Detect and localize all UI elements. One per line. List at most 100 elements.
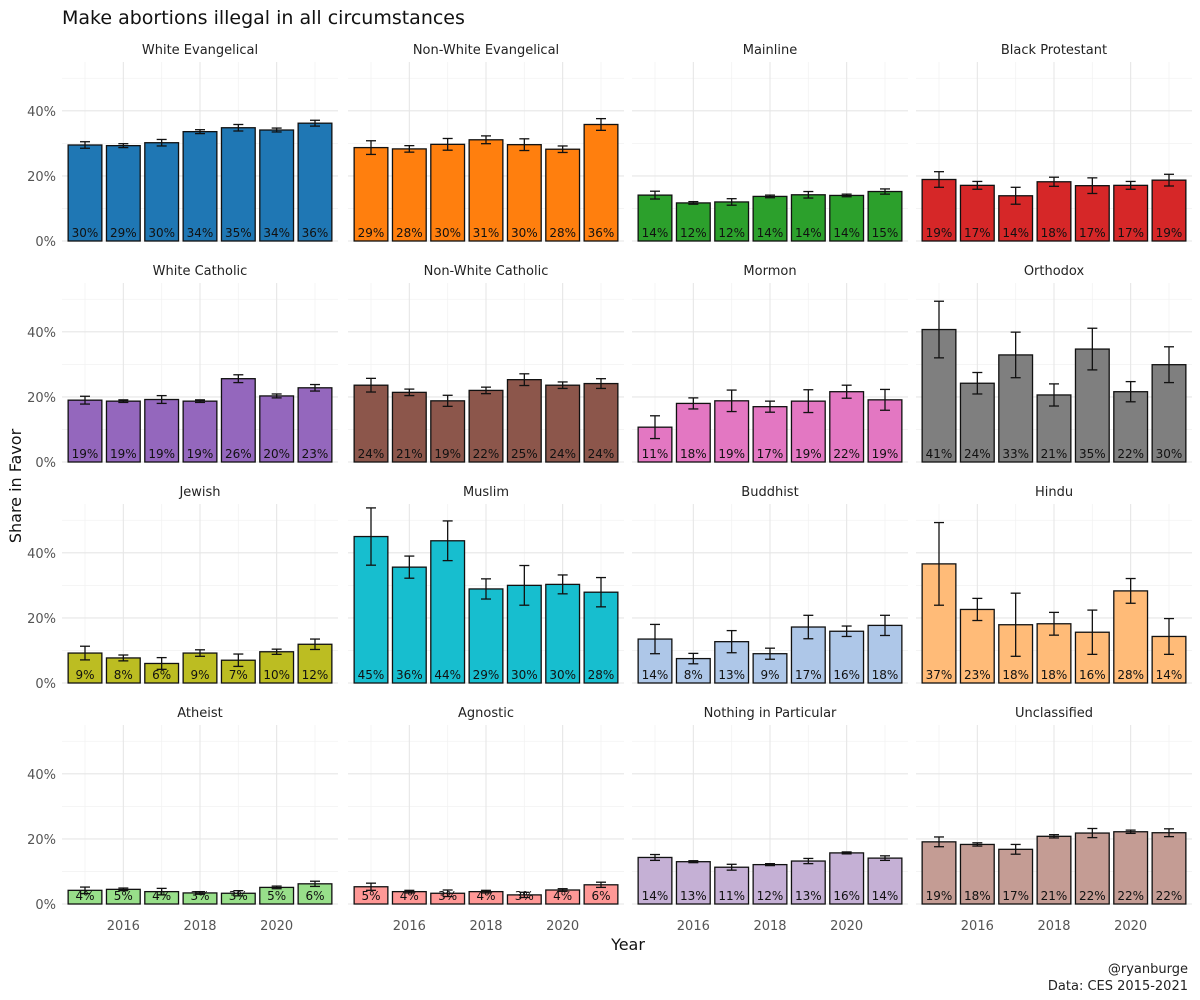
bar xyxy=(430,540,466,684)
bar-data-label: 44% xyxy=(434,668,461,682)
bar-data-label: 25% xyxy=(511,447,538,461)
bar xyxy=(790,860,826,905)
bar-data-label: 28% xyxy=(549,226,576,240)
bar xyxy=(675,202,711,242)
bar-data-label: 35% xyxy=(1079,447,1106,461)
x-tick-label: 2018 xyxy=(469,919,502,934)
bar-data-label: 13% xyxy=(718,668,745,682)
x-tick-label: 2016 xyxy=(107,919,140,934)
bar xyxy=(353,146,389,242)
bar-data-label: 24% xyxy=(588,447,615,461)
bar xyxy=(182,130,218,242)
bar-data-label: 5% xyxy=(114,889,133,903)
bar-data-label: 30% xyxy=(511,668,538,682)
y-tick-label: 0% xyxy=(35,235,56,250)
bar-data-label: 19% xyxy=(926,889,953,903)
bar-data-label: 28% xyxy=(588,668,615,682)
y-tick-label: 20% xyxy=(27,391,56,406)
bar-data-label: 17% xyxy=(757,447,784,461)
chart-title: Make abortions illegal in all circumstan… xyxy=(62,7,465,29)
x-tick-label: 2020 xyxy=(1114,919,1147,934)
bar-data-label: 16% xyxy=(833,889,860,903)
facet-panel: White Evangelical 0% 20% 40% 30% 29% 30% 34% 35%… xyxy=(27,43,338,250)
bar xyxy=(752,195,788,242)
bar-data-label: 8% xyxy=(114,668,133,682)
bar-data-label: 30% xyxy=(1156,447,1183,461)
bar xyxy=(1151,179,1187,242)
bar-data-label: 4% xyxy=(476,889,495,903)
bar xyxy=(67,144,103,242)
bar-data-label: 19% xyxy=(718,447,745,461)
x-axis-label: Year xyxy=(610,935,645,954)
bar xyxy=(583,123,619,242)
bar xyxy=(144,398,180,463)
facet-title: Black Protestant xyxy=(1001,43,1107,58)
bar-data-label: 31% xyxy=(473,226,500,240)
bar xyxy=(220,378,256,463)
y-tick-label: 40% xyxy=(27,105,56,120)
bar-data-label: 21% xyxy=(1041,889,1068,903)
bar xyxy=(714,866,750,905)
bar-data-label: 36% xyxy=(302,226,329,240)
bar xyxy=(391,391,427,463)
bar-data-label: 18% xyxy=(680,447,707,461)
bar-data-label: 14% xyxy=(1156,668,1183,682)
bar-data-label: 8% xyxy=(684,668,703,682)
bar-data-label: 14% xyxy=(872,889,899,903)
bar xyxy=(867,857,903,905)
bar-data-label: 17% xyxy=(1002,889,1029,903)
x-tick-label: 2020 xyxy=(546,919,579,934)
bar-data-label: 45% xyxy=(358,668,385,682)
bar-data-label: 11% xyxy=(718,889,745,903)
bar-data-label: 19% xyxy=(872,447,899,461)
bar-data-label: 23% xyxy=(302,447,329,461)
bar-data-label: 19% xyxy=(148,447,175,461)
bar-data-label: 13% xyxy=(680,889,707,903)
bar-data-label: 4% xyxy=(152,889,171,903)
bar-data-label: 22% xyxy=(1079,889,1106,903)
bar-data-label: 23% xyxy=(964,668,991,682)
bar-data-label: 30% xyxy=(549,668,576,682)
bar xyxy=(468,588,504,684)
bar-data-label: 14% xyxy=(642,668,669,682)
bar-data-label: 5% xyxy=(267,889,286,903)
bar-data-label: 18% xyxy=(1041,226,1068,240)
bar xyxy=(921,841,957,905)
facet-panel: Unclassified 2016 2018 2020 19% 18% 17% 21% 22% 2… xyxy=(916,706,1192,934)
bar-data-label: 9% xyxy=(760,668,779,682)
y-tick-label: 20% xyxy=(27,612,56,627)
bar xyxy=(829,630,865,684)
bar-data-label: 26% xyxy=(225,447,252,461)
bar-data-label: 9% xyxy=(75,668,94,682)
bar xyxy=(1074,185,1110,242)
bar-data-label: 34% xyxy=(263,226,290,240)
bar xyxy=(959,843,995,905)
bar xyxy=(144,142,180,242)
bar-data-label: 24% xyxy=(549,447,576,461)
facet-title: Atheist xyxy=(177,706,222,721)
bar-data-label: 30% xyxy=(72,226,99,240)
facet-panel: Hindu 37% 23% 18% 18% 16% 28% 14% xyxy=(916,485,1192,684)
bar-data-label: 14% xyxy=(795,226,822,240)
bar-data-label: 13% xyxy=(795,889,822,903)
bar xyxy=(430,143,466,242)
bar xyxy=(1113,184,1149,242)
bar-data-label: 37% xyxy=(926,668,953,682)
y-tick-label: 40% xyxy=(27,326,56,341)
bar-data-label: 14% xyxy=(757,226,784,240)
bar xyxy=(391,148,427,242)
y-tick-label: 0% xyxy=(35,456,56,471)
bar-data-label: 22% xyxy=(833,447,860,461)
bar-data-label: 18% xyxy=(872,668,899,682)
bar-data-label: 14% xyxy=(642,226,669,240)
bar xyxy=(430,400,466,463)
bar xyxy=(637,856,673,905)
y-tick-label: 0% xyxy=(35,898,56,913)
bar-data-label: 34% xyxy=(187,226,214,240)
bar-data-label: 6% xyxy=(305,889,324,903)
bar xyxy=(297,643,333,684)
x-tick-label: 2020 xyxy=(830,919,863,934)
facet-title: Non-White Evangelical xyxy=(413,43,559,58)
bar xyxy=(545,384,581,463)
